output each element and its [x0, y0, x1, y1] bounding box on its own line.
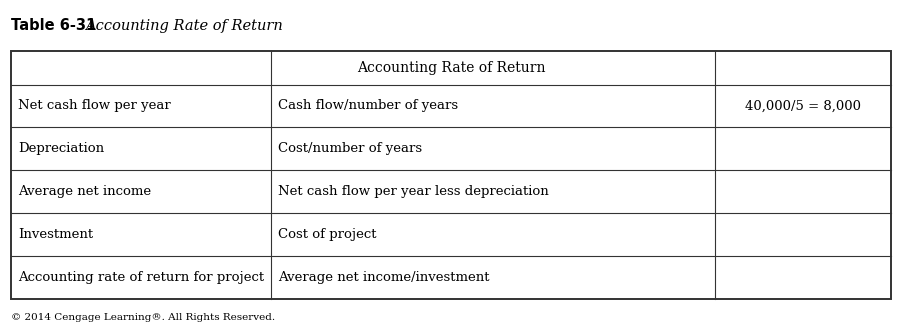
Text: Net cash flow per year less depreciation: Net cash flow per year less depreciation [278, 185, 548, 198]
Text: Average net income: Average net income [18, 185, 152, 198]
Text: Investment: Investment [18, 228, 93, 241]
Text: Cost/number of years: Cost/number of years [278, 142, 422, 155]
Text: Depreciation: Depreciation [18, 142, 104, 155]
Text: © 2014 Cengage Learning®. All Rights Reserved.: © 2014 Cengage Learning®. All Rights Res… [11, 314, 275, 322]
Text: Table 6-31: Table 6-31 [11, 18, 97, 33]
Bar [11, 51, 891, 299]
Text: Cash flow/number of years: Cash flow/number of years [278, 99, 458, 113]
Text: Average net income/investment: Average net income/investment [278, 271, 489, 284]
Text: 40,000/5 = 8,000: 40,000/5 = 8,000 [745, 99, 861, 113]
Text: Accounting Rate of Return: Accounting Rate of Return [85, 19, 282, 33]
Text: Net cash flow per year: Net cash flow per year [18, 99, 170, 113]
Text: Accounting Rate of Return: Accounting Rate of Return [357, 61, 545, 75]
Text: Accounting rate of return for project: Accounting rate of return for project [18, 271, 264, 284]
Text: Cost of project: Cost of project [278, 228, 376, 241]
